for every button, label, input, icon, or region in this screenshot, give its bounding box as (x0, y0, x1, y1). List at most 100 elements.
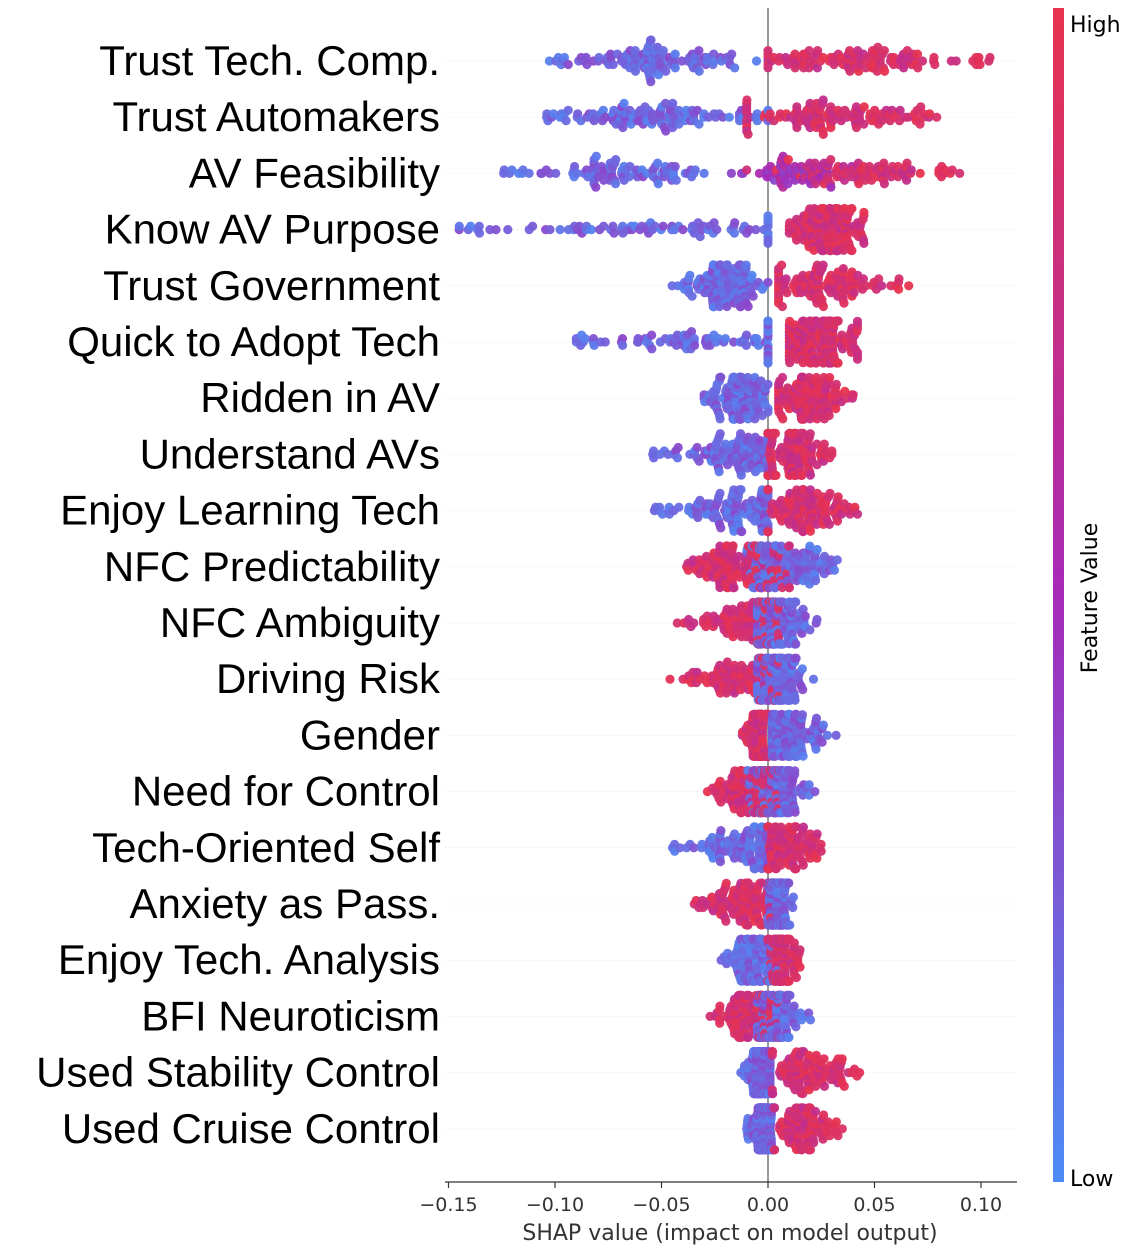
shap-point (805, 470, 816, 480)
shap-point (879, 46, 890, 56)
shap-point (591, 182, 601, 192)
shap-point (608, 221, 618, 231)
shap-point (715, 1018, 725, 1028)
shap-point (729, 337, 739, 347)
shap-point (716, 372, 726, 382)
shap-point (466, 221, 476, 231)
shap-point (687, 291, 697, 301)
shap-point (763, 277, 773, 287)
shap-point (617, 334, 628, 344)
shap-point (741, 340, 751, 350)
shap-point (838, 264, 848, 274)
shap-point (906, 165, 916, 175)
shap-point (591, 151, 601, 161)
shap-point (826, 155, 836, 165)
shap-point (769, 1103, 780, 1113)
shap-point (811, 744, 821, 754)
shap-point (742, 165, 752, 175)
shap-point (848, 390, 858, 400)
shap-point (819, 1110, 829, 1120)
shap-point (776, 860, 786, 870)
colorbar-gradient (1053, 8, 1064, 1182)
shap-point (791, 822, 801, 832)
feature-label: Enjoy Tech. Analysis (58, 936, 440, 983)
shap-point (797, 470, 807, 480)
shap-point (507, 165, 517, 175)
shap-point (879, 158, 889, 168)
shap-point (798, 822, 809, 832)
feature-label: NFC Ambiguity (160, 599, 440, 646)
feature-label: Know AV Purpose (105, 206, 440, 253)
shap-point (610, 179, 621, 189)
shap-point (833, 492, 843, 502)
shap-point (826, 102, 836, 112)
shap-point (709, 218, 719, 228)
shap-point (690, 340, 700, 350)
shap-point (695, 231, 705, 242)
shap-point (818, 95, 828, 105)
shap-point (544, 56, 555, 66)
shap-point (819, 1054, 829, 1064)
shap-point (770, 428, 781, 438)
shap-point (765, 109, 775, 119)
shap-point (694, 46, 704, 56)
shap-point (692, 442, 702, 453)
shap-point (654, 70, 664, 80)
shap-point (474, 221, 484, 231)
feature-label: Trust Automakers (112, 93, 440, 140)
shap-point (818, 129, 828, 139)
shap-point (912, 49, 923, 59)
shap-point (751, 56, 762, 66)
shap-point (763, 407, 773, 417)
shap-point (747, 270, 757, 280)
shap-point (671, 175, 681, 185)
shap-point (721, 878, 731, 888)
shap-point (819, 439, 829, 449)
shap-point (826, 182, 836, 192)
shap-point (694, 119, 704, 129)
shap-point (763, 316, 773, 326)
shap-point (797, 628, 807, 639)
shap-point (777, 260, 787, 270)
shap-point (777, 301, 788, 312)
shap-point (491, 225, 501, 235)
shap-point (805, 526, 816, 536)
shap-point (792, 122, 802, 133)
shap-point (859, 119, 869, 129)
shap-point (791, 972, 802, 983)
shap-point (812, 614, 822, 625)
shap-point (951, 56, 961, 66)
shap-point (847, 204, 857, 214)
shap-point (630, 66, 641, 76)
shap-point (524, 168, 534, 178)
shap-point (545, 225, 555, 235)
row-gridlines (445, 60, 1017, 1130)
shap-point (822, 730, 833, 741)
shap-point (788, 902, 798, 913)
shap-point (608, 59, 618, 70)
shap-point (831, 730, 841, 741)
feature-label: AV Feasibility (189, 149, 440, 196)
shap-point (454, 221, 464, 231)
shap-point (819, 1081, 830, 1091)
shap-point (561, 116, 571, 126)
shap-point (895, 105, 905, 115)
shap-point (672, 618, 682, 628)
shap-point (743, 301, 753, 312)
feature-label: Tech-Oriented Self (92, 824, 440, 871)
shap-point (894, 274, 904, 284)
shap-point (784, 1032, 794, 1042)
shap-point (833, 1131, 843, 1141)
shap-point (790, 766, 800, 776)
shap-point (880, 66, 890, 76)
shap-point (646, 77, 656, 87)
shap-point (715, 488, 725, 498)
shap-point (695, 495, 705, 505)
shap-point (791, 597, 801, 607)
shap-point (751, 225, 761, 235)
shap-point (619, 98, 629, 108)
shap-point (658, 46, 668, 56)
shap-point (800, 611, 810, 621)
